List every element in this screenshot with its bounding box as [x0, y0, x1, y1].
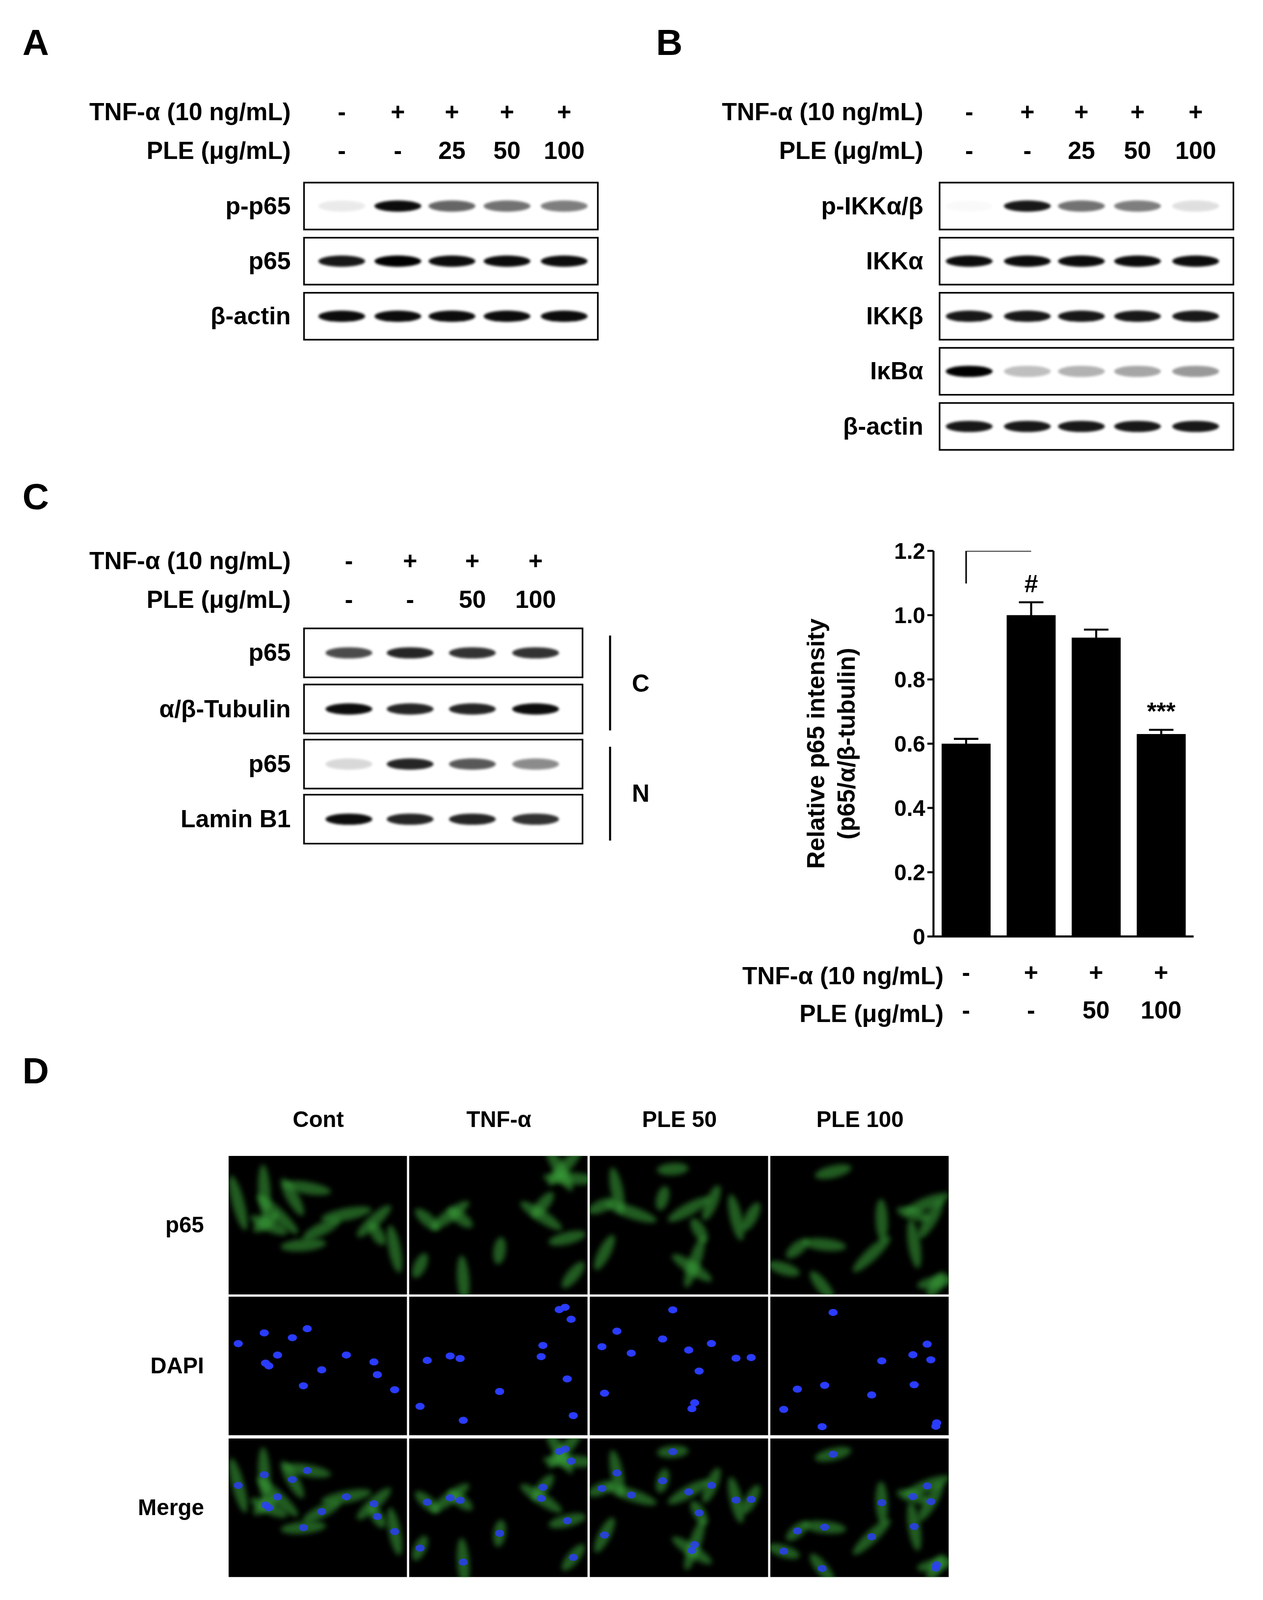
svg-text:+: + — [1024, 958, 1039, 987]
html-text:β-actin: β-actin — [843, 412, 924, 440]
html-text:Merge: Merge — [137, 1494, 205, 1521]
html-text:p65: p65 — [248, 749, 291, 778]
html-text:α/β-Tubulin: α/β-Tubulin — [159, 694, 291, 723]
html-text:(p65/α/β-tubulin): (p65/α/β-tubulin) — [832, 647, 861, 840]
html-text:TNF-α (10 ng/mL): TNF-α (10 ng/mL) — [742, 962, 944, 990]
html-text:50: 50 — [458, 585, 486, 614]
html-text:p65: p65 — [248, 246, 291, 275]
svg-text:50: 50 — [1082, 996, 1110, 1025]
svg-text:100: 100 — [1140, 996, 1182, 1025]
html-text:25: 25 — [438, 136, 466, 165]
html-text:PLE (μg/mL): PLE (μg/mL) — [146, 585, 291, 614]
html-text:N: N — [631, 779, 650, 807]
html-text:p-p65: p-p65 — [225, 191, 291, 220]
html-text:IKKα: IKKα — [866, 246, 924, 275]
html-text:A: A — [22, 21, 49, 64]
svg-text:0.8: 0.8 — [894, 667, 926, 693]
svg-text:1.0: 1.0 — [894, 603, 926, 629]
svg-text:+: + — [1088, 958, 1104, 987]
html-text:TNF-α (10 ng/mL): TNF-α (10 ng/mL) — [721, 97, 924, 126]
html-text:IKKβ: IKKβ — [866, 301, 924, 330]
svg-text:0.6: 0.6 — [894, 731, 926, 757]
html-text:β-actin: β-actin — [210, 301, 291, 330]
svg-text:#: # — [1024, 570, 1039, 598]
html-text:100: 100 — [515, 585, 557, 614]
html-text:TNF-α (10 ng/mL): TNF-α (10 ng/mL) — [89, 97, 291, 126]
html-text:TNF-α (10 ng/mL): TNF-α (10 ng/mL) — [89, 546, 291, 575]
html-text:p-IKKα/β: p-IKKα/β — [821, 191, 924, 220]
html-text:PLE 100: PLE 100 — [816, 1106, 904, 1133]
html-text:TNF-α: TNF-α — [466, 1106, 532, 1133]
svg-text:-: - — [961, 996, 971, 1025]
svg-text:-: - — [1026, 996, 1036, 1025]
html-text:PLE 50: PLE 50 — [642, 1106, 717, 1133]
svg-text:***: *** — [1146, 697, 1176, 726]
html-text:Cont: Cont — [292, 1106, 344, 1133]
html-text:25: 25 — [1067, 136, 1096, 165]
html-text:p65: p65 — [165, 1211, 205, 1238]
svg-text:1.2: 1.2 — [894, 538, 926, 564]
html-text:PLE (μg/mL): PLE (μg/mL) — [146, 136, 291, 165]
html-text:PLE (μg/mL): PLE (μg/mL) — [799, 999, 944, 1028]
html-text:D: D — [22, 1049, 49, 1092]
svg-text:-: - — [961, 958, 971, 987]
svg-text:+: + — [1154, 958, 1169, 987]
html-text:50: 50 — [1123, 136, 1152, 165]
html-text:C: C — [22, 475, 49, 518]
html-text:B: B — [655, 21, 683, 64]
html-text:100: 100 — [1175, 136, 1217, 165]
html-text:PLE (μg/mL): PLE (μg/mL) — [779, 136, 924, 165]
html-text:100: 100 — [543, 136, 585, 165]
html-text:p65: p65 — [248, 638, 291, 667]
svg-text:0.2: 0.2 — [894, 860, 926, 886]
html-text:DAPI: DAPI — [150, 1352, 205, 1379]
html-text:IκBα: IκBα — [870, 357, 924, 385]
html-text:C: C — [631, 668, 650, 697]
svg-text:0: 0 — [912, 924, 925, 950]
html-text:50: 50 — [493, 136, 521, 165]
html-text:Lamin B1: Lamin B1 — [180, 804, 291, 833]
svg-text:0.4: 0.4 — [894, 795, 926, 821]
html-text:Relative p65 intensity: Relative p65 intensity — [801, 618, 830, 869]
